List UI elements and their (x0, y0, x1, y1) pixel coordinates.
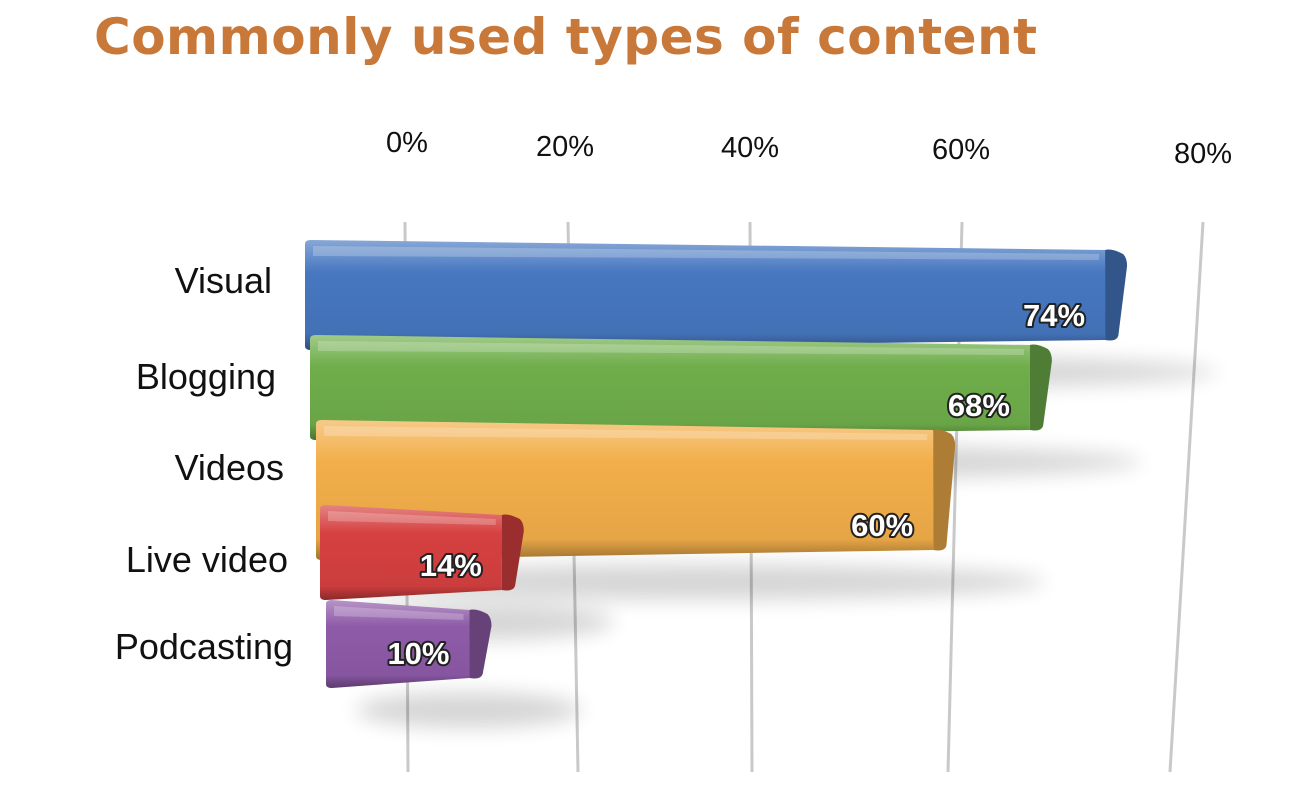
bar-live-video (320, 505, 524, 600)
bar-blogging (310, 335, 1052, 440)
value-label: 10% (387, 636, 449, 671)
x-tick-label: 0% (386, 127, 428, 159)
gridline-4 (1168, 221, 1205, 773)
x-tick-label: 80% (1174, 138, 1232, 170)
x-tick-label: 40% (721, 132, 779, 164)
category-label: Blogging (136, 356, 276, 397)
bar-shadow (356, 692, 582, 728)
value-label: 68% (948, 388, 1010, 423)
bars: 74% 68% 60% 14% 10% (305, 240, 1128, 688)
value-label: 74% (1023, 298, 1085, 333)
bar-podcasting (326, 600, 492, 688)
category-label: Podcasting (115, 626, 293, 667)
category-label: Videos (175, 447, 284, 488)
x-axis-ticks: 0% 20% 40% 60% 80% (386, 127, 1232, 170)
x-tick-label: 60% (932, 134, 990, 166)
x-tick-label: 20% (536, 131, 594, 163)
category-label: Visual (175, 260, 272, 301)
value-label: 60% (851, 508, 913, 543)
category-labels: Visual Blogging Videos Live video Podcasting (115, 260, 293, 667)
value-label: 14% (420, 548, 482, 583)
bar-visual (305, 240, 1128, 350)
bar-shadow (346, 564, 1046, 600)
chart-title: Commonly used types of content (94, 8, 1038, 66)
category-label: Live video (126, 539, 288, 580)
